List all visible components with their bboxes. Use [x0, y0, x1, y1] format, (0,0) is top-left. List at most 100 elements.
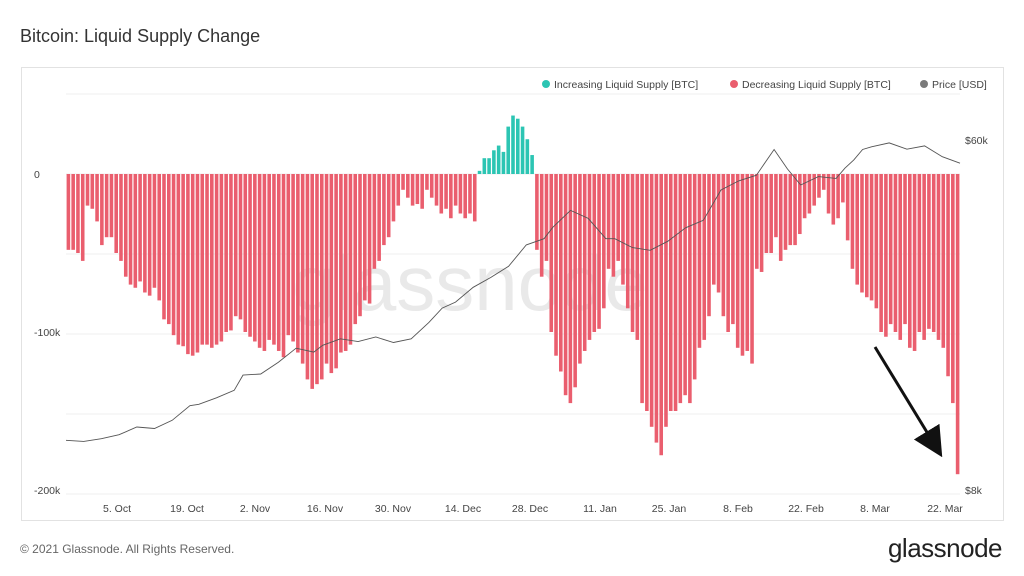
legend-item: Decreasing Liquid Supply [BTC]: [742, 79, 891, 91]
decreasing-bar: [563, 174, 568, 396]
decreasing-bar: [229, 174, 233, 331]
decreasing-bar: [712, 174, 716, 285]
decreasing-bar: [707, 174, 711, 317]
y-left-tick-label: -200k: [34, 485, 61, 497]
decreasing-bar: [759, 174, 764, 272]
decreasing-bar: [425, 174, 429, 190]
decreasing-bar: [315, 174, 319, 385]
increasing-bar: [525, 139, 530, 174]
decreasing-bar: [76, 174, 80, 253]
decreasing-bar: [850, 174, 855, 269]
decreasing-bar: [869, 174, 874, 301]
decreasing-bar: [898, 174, 903, 340]
decreasing-bar: [606, 174, 611, 269]
decreasing-bar: [645, 174, 649, 411]
decreasing-bar: [100, 174, 104, 246]
decreasing-bar: [716, 174, 721, 293]
x-tick-label: 25. Jan: [652, 503, 687, 515]
increasing-bar: [477, 170, 482, 174]
decreasing-bar: [884, 174, 888, 337]
decreasing-bar: [329, 174, 334, 374]
decreasing-bar: [793, 174, 797, 246]
decreasing-bar: [769, 174, 773, 253]
decreasing-bar: [176, 174, 181, 345]
decreasing-bar: [702, 174, 707, 340]
decreasing-bar: [721, 174, 726, 317]
y-left-tick-label: 0: [34, 169, 40, 181]
decreasing-bar: [908, 174, 912, 348]
decreasing-bar: [420, 174, 424, 209]
decreasing-bar: [946, 174, 950, 377]
decreasing-bar: [879, 174, 883, 332]
x-tick-label: 8. Feb: [723, 503, 753, 515]
decreasing-bar: [214, 174, 219, 345]
y-left-tick-label: -100k: [34, 327, 61, 339]
decreasing-bar: [630, 174, 635, 332]
decreasing-bar: [458, 174, 463, 214]
decreasing-bar: [860, 174, 864, 293]
decreasing-bar: [85, 174, 90, 206]
y-right-tick-label: $60k: [965, 135, 989, 147]
decreasing-bar: [936, 174, 941, 340]
decreasing-bar: [334, 174, 338, 369]
decreasing-bar: [625, 174, 630, 309]
decreasing-bar: [353, 174, 358, 325]
decreasing-bar: [449, 174, 453, 219]
increasing-bar: [530, 155, 534, 174]
bars-group: [66, 115, 960, 475]
decreasing-bar: [544, 174, 549, 261]
decreasing-bar: [927, 174, 931, 329]
legend[interactable]: Increasing Liquid Supply [BTC] Decreasing…: [542, 79, 987, 91]
decreasing-bar: [367, 174, 372, 304]
x-tick-label: 14. Dec: [445, 503, 481, 515]
decreasing-bar: [257, 174, 262, 348]
decreasing-bar: [788, 174, 793, 246]
decreasing-bar: [95, 174, 99, 222]
decreasing-bar: [262, 174, 267, 351]
decreasing-bar: [90, 174, 95, 209]
decreasing-bar: [453, 174, 458, 206]
decreasing-bar: [66, 174, 71, 250]
decreasing-bar: [654, 174, 659, 443]
decreasing-bar: [668, 174, 673, 411]
decreasing-bar: [802, 174, 807, 219]
increasing-bar: [496, 145, 501, 174]
decreasing-bar: [396, 174, 401, 206]
decreasing-bar: [186, 174, 190, 355]
decreasing-bar: [310, 174, 314, 389]
decreasing-bar: [697, 174, 702, 348]
decreasing-bar: [114, 174, 118, 253]
decreasing-bar: [955, 174, 960, 475]
decreasing-bar: [80, 174, 85, 261]
x-tick-label: 28. Dec: [512, 503, 548, 515]
decreasing-bar: [401, 174, 405, 190]
decreasing-bar: [319, 174, 324, 380]
chart-title: Bitcoin: Liquid Supply Change: [20, 26, 261, 46]
decreasing-bar: [774, 174, 778, 238]
decreasing-bar: [764, 174, 769, 253]
decreasing-bar: [587, 174, 592, 340]
decreasing-bar: [286, 174, 291, 336]
decreasing-bar: [219, 174, 224, 342]
decreasing-bar: [305, 174, 310, 380]
decreasing-bar: [688, 174, 692, 404]
decreasing-bar: [640, 174, 644, 404]
decreasing-bar: [372, 174, 377, 269]
decreasing-bar: [343, 174, 348, 351]
decreasing-bar: [917, 174, 922, 332]
x-tick-label: 22. Mar: [927, 503, 963, 515]
decreasing-bar: [324, 174, 329, 364]
decreasing-bar: [812, 174, 816, 206]
decreasing-bar: [190, 174, 195, 356]
decreasing-bar: [573, 174, 577, 388]
decreasing-bar: [119, 174, 123, 261]
decreasing-bar: [659, 174, 663, 456]
decreasing-bar: [740, 174, 745, 356]
decreasing-bar: [276, 174, 281, 351]
chart-panel: [21, 67, 1004, 521]
decreasing-bar: [415, 174, 420, 205]
decreasing-bar: [621, 174, 625, 285]
decreasing-bar: [568, 174, 573, 404]
decreasing-bar: [123, 174, 128, 277]
